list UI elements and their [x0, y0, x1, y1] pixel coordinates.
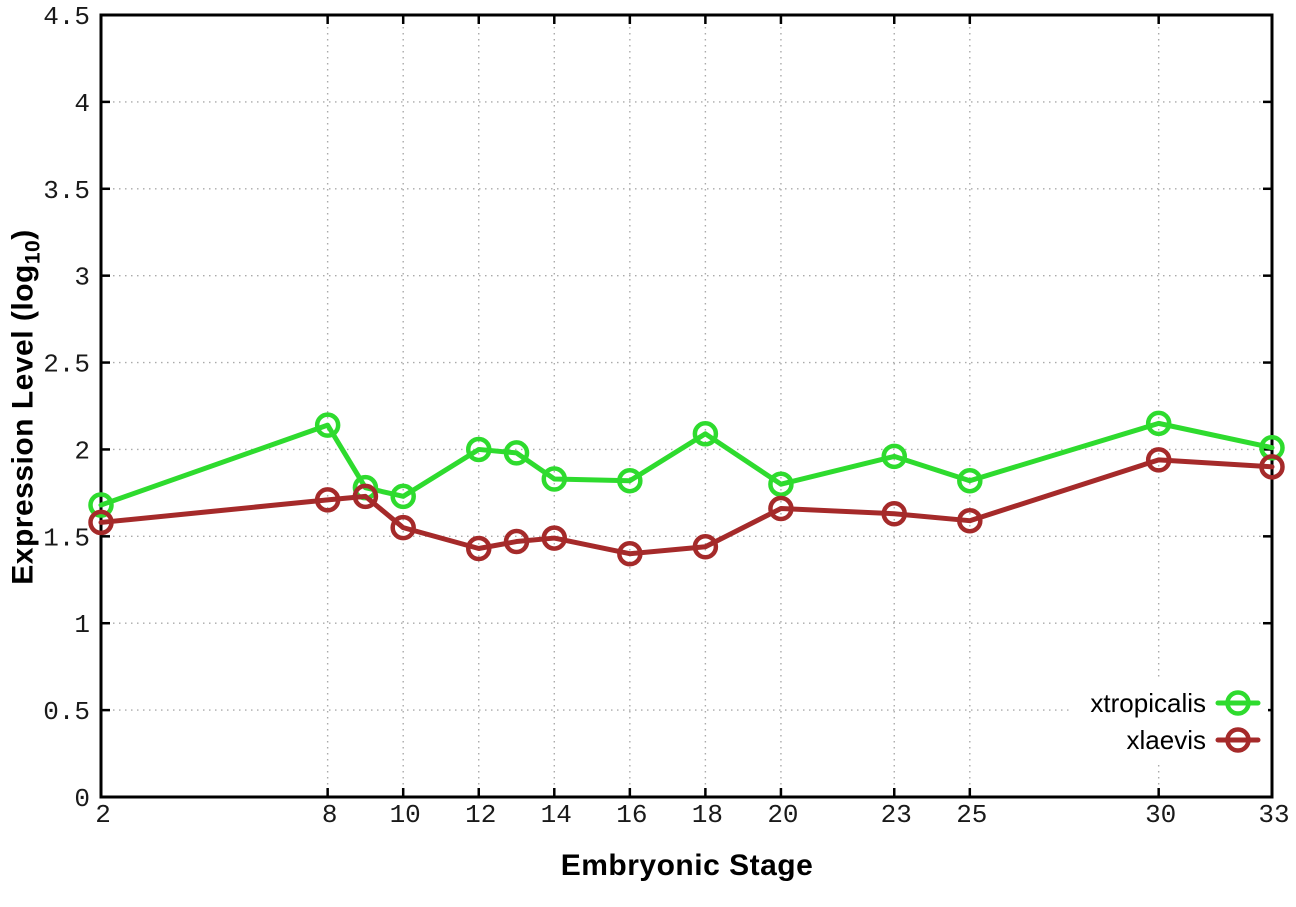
legend-label-xlaevis: xlaevis: [1127, 725, 1206, 755]
series-line-xlaevis: [98, 457, 1275, 557]
legend-label-xtropicalis: xtropicalis: [1090, 688, 1206, 718]
series-xtropicalis: [88, 410, 1285, 518]
x-tick-label: 33: [1258, 800, 1289, 830]
x-tick-label: 25: [956, 800, 987, 830]
data-point-marker-xlaevis: [352, 483, 379, 510]
plot-border: [99, 13, 1274, 799]
data-point-marker-xlaevis: [692, 534, 719, 560]
y-tick-label: 3.5: [43, 176, 90, 206]
data-point-marker-xtropicalis: [390, 483, 416, 510]
data-point-marker-xlaevis: [314, 487, 341, 513]
x-tick-label: 23: [881, 800, 912, 830]
y-tick-label: 3: [74, 263, 90, 293]
y-axis-title-suffix: ): [6, 229, 40, 240]
data-point-marker-xtropicalis: [768, 471, 794, 497]
data-point-marker-xlaevis: [390, 514, 416, 541]
series-xlaevis: [88, 447, 1285, 567]
data-point-marker-xlaevis: [957, 507, 983, 534]
data-point-marker-xlaevis: [465, 535, 492, 562]
x-tick-label: 20: [767, 800, 798, 830]
data-point-marker-xlaevis: [503, 528, 530, 555]
data-point-marker-xtropicalis: [617, 467, 643, 494]
data-point-marker-xlaevis: [88, 509, 114, 536]
y-tick-label: 4: [74, 89, 90, 119]
y-tick-label: 0.5: [43, 697, 90, 727]
x-tick-label: 16: [616, 800, 647, 830]
data-point-marker-xtropicalis: [957, 467, 983, 494]
data-point-marker-xtropicalis: [314, 412, 341, 438]
data-point-marker-xtropicalis: [692, 421, 719, 447]
y-tick-label: 2.5: [43, 350, 90, 380]
data-point-marker-xlaevis: [541, 525, 568, 551]
series-line-xtropicalis: [98, 420, 1275, 508]
x-tick-label: 12: [465, 800, 496, 830]
data-point-marker-xtropicalis: [541, 466, 568, 492]
x-tick-label: 18: [692, 800, 723, 830]
data-point-marker-xlaevis: [1145, 447, 1172, 473]
y-axis-title-subscript: 10: [21, 239, 45, 265]
data-point-marker-xtropicalis: [503, 440, 530, 466]
data-point-marker-xtropicalis: [1145, 410, 1172, 437]
y-tick-label: 2: [74, 436, 90, 466]
data-point-marker-xlaevis: [1259, 454, 1285, 480]
x-axis-title: Embryonic Stage: [560, 849, 814, 882]
y-tick-label: 0: [74, 784, 90, 814]
x-tick-label: 30: [1145, 800, 1176, 830]
y-tick-label: 1: [74, 610, 90, 640]
y-axis-title-main: Expression Level (log: [6, 264, 40, 585]
data-point-marker-xtropicalis: [881, 443, 908, 470]
x-tick-label: 2: [95, 800, 111, 830]
data-point-marker-xtropicalis: [88, 492, 114, 518]
data-point-marker-xlaevis: [617, 540, 643, 567]
x-tick-label: 10: [390, 800, 421, 830]
x-tick-label: 8: [322, 800, 338, 830]
legend: xtropicalis xlaevis: [1072, 681, 1268, 761]
y-axis-title: Expression Level (log10): [6, 229, 45, 584]
data-point-marker-xlaevis: [881, 500, 908, 527]
data-point-marker-xtropicalis: [465, 436, 492, 463]
y-tick-label: 1.5: [43, 523, 90, 553]
legend-sample-marker-xlaevis: [1225, 727, 1251, 753]
y-tick-label: 4.5: [43, 2, 90, 32]
legend-sample-marker-xtropicalis: [1225, 690, 1251, 716]
x-tick-label: 14: [541, 800, 572, 830]
data-point-marker-xlaevis: [768, 495, 794, 522]
